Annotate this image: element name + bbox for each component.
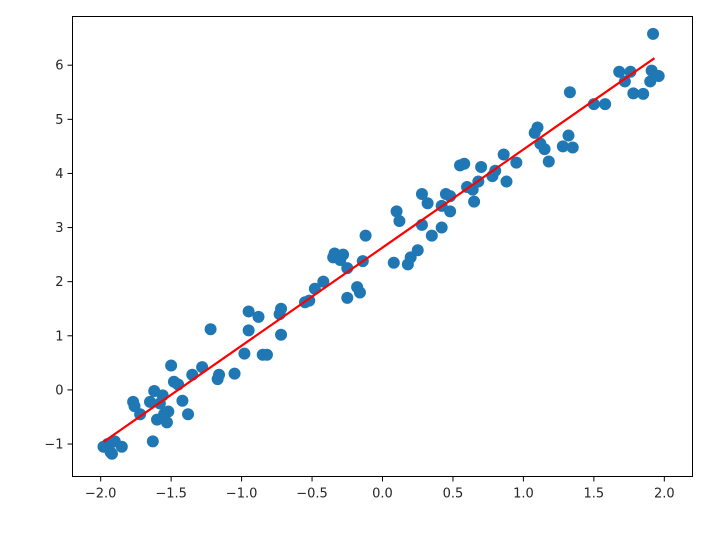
scatter-point <box>435 221 448 234</box>
scatter-point <box>563 86 576 99</box>
x-tick-label: −2.0 <box>85 487 117 502</box>
scatter-point <box>566 141 579 154</box>
scatter-point <box>160 416 173 429</box>
scatter-point <box>538 143 551 156</box>
scatter-point <box>475 160 488 173</box>
scatter-point <box>510 156 523 169</box>
scatter-point <box>500 175 513 188</box>
scatter-point <box>421 197 434 210</box>
scatter-point <box>228 367 241 380</box>
x-axis: −2.0 −1.5 −1.0 −0.5 0.0 0.5 1.0 1.5 2.0 <box>85 476 675 502</box>
scatter-point <box>176 394 189 407</box>
scatter-point <box>627 87 640 100</box>
scatter-point <box>213 368 226 381</box>
scatter-point <box>115 440 128 453</box>
scatter-point <box>637 87 650 100</box>
scatter-point <box>165 359 178 372</box>
scatter-point <box>458 157 471 170</box>
scatter-point <box>415 188 428 201</box>
x-tick-label: 1.5 <box>584 487 605 502</box>
scatter-point <box>599 98 612 111</box>
scatter-point <box>260 348 273 361</box>
x-tick-label: 2.0 <box>654 487 675 502</box>
y-tick-label: 1 <box>55 329 63 344</box>
scatter-point <box>411 244 424 257</box>
scatter-point <box>542 155 555 168</box>
y-tick-label: 2 <box>55 275 63 290</box>
scatter-point <box>182 408 195 421</box>
scatter-point <box>613 65 626 78</box>
plot-marks <box>97 27 665 460</box>
scatter-point <box>652 70 665 83</box>
scatter-point <box>242 324 255 337</box>
x-tick-label: −1.5 <box>155 487 187 502</box>
scatter-point <box>468 195 481 208</box>
scatter-point <box>242 305 255 318</box>
scatter-point <box>317 275 330 288</box>
y-axis: −1 0 1 2 3 4 5 6 <box>44 59 73 453</box>
y-tick-label: 3 <box>55 221 63 236</box>
scatter-point <box>393 215 406 228</box>
scatter-point <box>238 347 251 360</box>
scatter-point <box>359 229 372 242</box>
x-tick-label: 1.0 <box>513 487 534 502</box>
scatter-point <box>146 435 159 448</box>
scatter-point <box>624 65 637 78</box>
scatter-point <box>444 205 457 218</box>
y-tick-label: 4 <box>55 167 63 182</box>
scatter-point <box>353 286 366 299</box>
x-tick-label: −0.5 <box>296 487 328 502</box>
scatter-point <box>562 129 575 142</box>
y-tick-label: −1 <box>44 438 63 453</box>
y-tick-label: 6 <box>55 59 63 74</box>
scatter-point <box>531 121 544 134</box>
scatter-point <box>425 229 438 242</box>
scatter-point <box>618 75 631 88</box>
y-tick-label: 0 <box>55 383 63 398</box>
scatter-point <box>105 447 118 460</box>
scatter-point <box>204 323 217 336</box>
scatter-point <box>252 310 265 323</box>
x-tick-label: −1.0 <box>226 487 258 502</box>
scatter-point <box>647 27 660 40</box>
scatter-point <box>556 140 569 153</box>
y-tick-label: 5 <box>55 113 63 128</box>
scatter-point <box>341 291 354 304</box>
scatter-point <box>337 248 350 261</box>
scatter-point <box>275 302 288 315</box>
fit-line <box>102 57 656 443</box>
scatter-point <box>390 205 403 218</box>
x-tick-label: 0.0 <box>372 487 393 502</box>
scatter-point <box>497 148 510 161</box>
scatter-point <box>144 395 156 408</box>
x-tick-label: 0.5 <box>443 487 464 502</box>
scatter-point <box>162 405 175 418</box>
scatter-point <box>275 328 288 341</box>
scatter-point <box>387 256 400 269</box>
